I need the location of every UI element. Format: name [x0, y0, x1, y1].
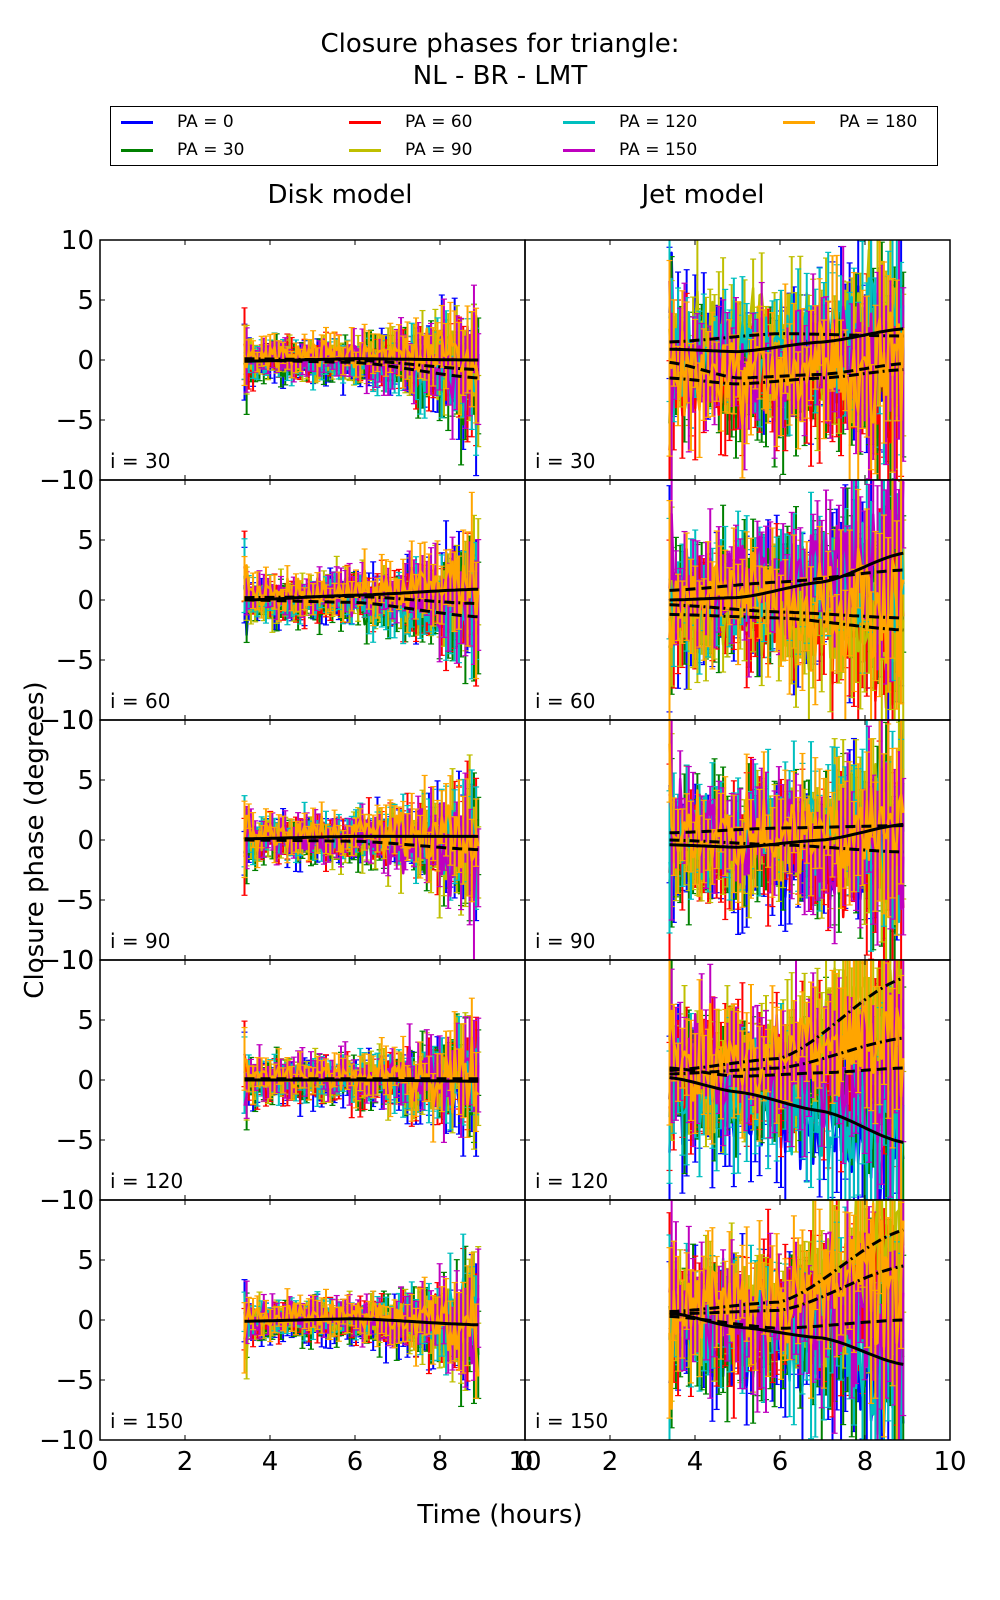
series-line-PA180	[668, 310, 905, 430]
model-trend-line	[669, 612, 904, 632]
legend-item: PA = 30	[121, 139, 244, 161]
y-tick-label: −5	[56, 646, 94, 676]
panel-label: i = 30	[535, 449, 595, 473]
model-trend-line	[244, 358, 479, 380]
model-trend-line	[244, 598, 479, 619]
column-title-disk: Disk model	[267, 180, 413, 210]
chart-title-line1: Closure phases for triangle:	[320, 29, 680, 59]
panel-disk-i30: i = 30 10 5 0 −5 −10	[39, 226, 526, 496]
legend-label: PA = 0	[177, 112, 234, 132]
model-trend-line	[669, 368, 904, 386]
model-trend-line	[244, 587, 479, 602]
chart-title-line2: NL - BR - LMT	[412, 61, 588, 91]
panel-label: i = 60	[110, 689, 170, 713]
legend-item: PA = 0	[121, 111, 234, 133]
panel-disk-i60: i = 60 10 5 0 −5 −10	[39, 466, 526, 736]
panel-data	[241, 284, 482, 477]
column-title-jet: Jet model	[641, 180, 765, 210]
model-trend-line	[669, 568, 904, 592]
panel-jet-i60: i = 60	[524, 479, 951, 721]
y-tick-label: 0	[77, 586, 94, 616]
legend-item: PA = 90	[349, 139, 472, 161]
legend-swatch	[121, 120, 153, 124]
model-trend-line	[244, 357, 479, 372]
panel-data	[241, 754, 482, 960]
legend-swatch	[349, 120, 381, 124]
panel-data	[666, 240, 907, 480]
legend-item: PA = 180	[783, 111, 917, 133]
model-trend-line	[669, 551, 904, 602]
panel-data	[666, 480, 907, 720]
legend-label: PA = 30	[177, 140, 245, 160]
y-tick-label: 5	[77, 526, 94, 556]
y-tick-label: 5	[77, 286, 94, 316]
panel-label: i = 30	[110, 449, 170, 473]
legend-swatch	[121, 148, 153, 152]
y-tick-label: 10	[61, 226, 94, 256]
legend-swatch	[349, 148, 381, 152]
legend-swatch	[563, 148, 595, 152]
panel-jet-i30: i = 30	[524, 239, 951, 481]
legend-label: PA = 120	[619, 112, 698, 132]
panel-data	[241, 491, 482, 687]
model-trend-line	[244, 594, 479, 606]
model-trend-line	[669, 332, 904, 344]
legend-item: PA = 150	[563, 139, 697, 161]
y-tick-label: −10	[39, 466, 94, 496]
legend-label: PA = 60	[405, 112, 473, 132]
panel-label: i = 60	[535, 689, 595, 713]
legend-label: PA = 90	[405, 140, 473, 160]
legend-swatch	[563, 120, 595, 124]
y-tick-label: −5	[56, 406, 94, 436]
y-tick-label: −10	[39, 706, 94, 736]
legend-item: PA = 60	[349, 111, 472, 133]
legend-label: PA = 150	[619, 140, 698, 160]
y-tick-label: 0	[77, 346, 94, 376]
model-trend-line	[669, 603, 904, 620]
legend: PA = 0 PA = 30 PA = 60 PA = 90 PA = 120 …	[110, 106, 938, 166]
series-line-PA180	[668, 547, 905, 678]
legend-item: PA = 120	[563, 111, 697, 133]
y-tick-label: 10	[61, 466, 94, 496]
legend-swatch	[783, 120, 815, 124]
model-trend-line	[669, 360, 904, 380]
legend-label: PA = 180	[839, 112, 918, 132]
